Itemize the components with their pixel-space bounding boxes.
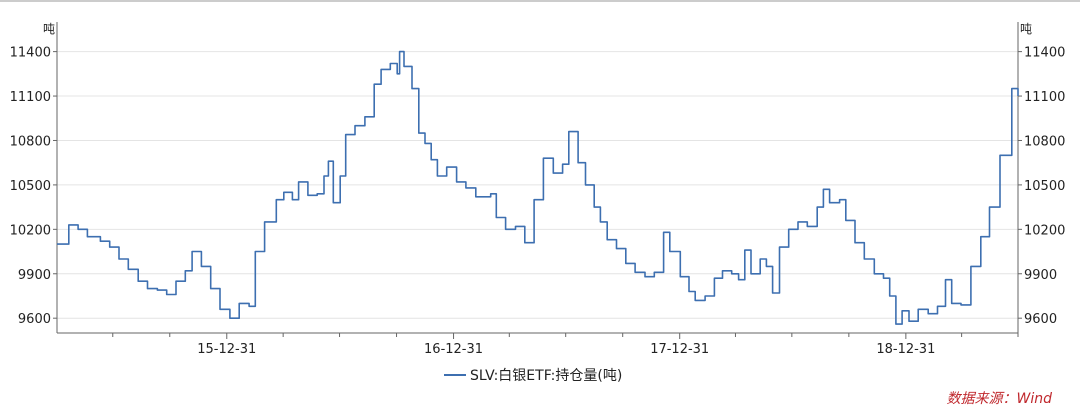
legend-swatch xyxy=(444,374,466,376)
y-tick-label-left: 10800 xyxy=(10,134,51,149)
y-tick-label-left: 9600 xyxy=(18,312,51,327)
x-tick-label: 15-12-31 xyxy=(197,342,256,357)
source-note: 数据来源：Wind xyxy=(946,391,1053,407)
y-ticks-right: 9600 9900 10200 10500 10800 11100 11400 xyxy=(1018,46,1065,327)
y-tick-label-left: 11100 xyxy=(10,90,51,105)
x-ticks: 15-12-31 16-12-31 17-12-31 18-12-31 xyxy=(112,333,1019,357)
right-unit-label: 吨 xyxy=(1020,22,1032,36)
grid-lines xyxy=(57,51,1018,319)
y-tick-label-right: 10200 xyxy=(1024,223,1065,238)
y-tick-label-left: 10500 xyxy=(10,179,51,194)
x-tick-label: 16-12-31 xyxy=(424,342,483,357)
y-tick-label-right: 11100 xyxy=(1024,90,1065,105)
series-line-slv-holdings xyxy=(57,50,1019,325)
y-tick-label-right: 9900 xyxy=(1024,268,1057,283)
legend: SLV:白银ETF:持仓量(吨) xyxy=(444,364,622,386)
legend-label: SLV:白银ETF:持仓量(吨) xyxy=(470,368,623,384)
y-ticks-left: 9600 9900 10200 10500 10800 11100 11400 xyxy=(10,46,57,327)
y-tick-label-right: 10500 xyxy=(1024,179,1065,194)
y-tick-label-right: 9600 xyxy=(1024,312,1057,327)
y-tick-label-left: 11400 xyxy=(10,46,51,61)
y-tick-label-right: 10800 xyxy=(1024,134,1065,149)
x-tick-label: 18-12-31 xyxy=(876,342,935,357)
y-tick-label-left: 9900 xyxy=(18,268,51,283)
y-tick-label-right: 11400 xyxy=(1024,46,1065,61)
x-tick-label: 17-12-31 xyxy=(650,342,709,357)
y-tick-label-left: 10200 xyxy=(10,223,51,238)
left-unit-label: 吨 xyxy=(43,22,55,36)
